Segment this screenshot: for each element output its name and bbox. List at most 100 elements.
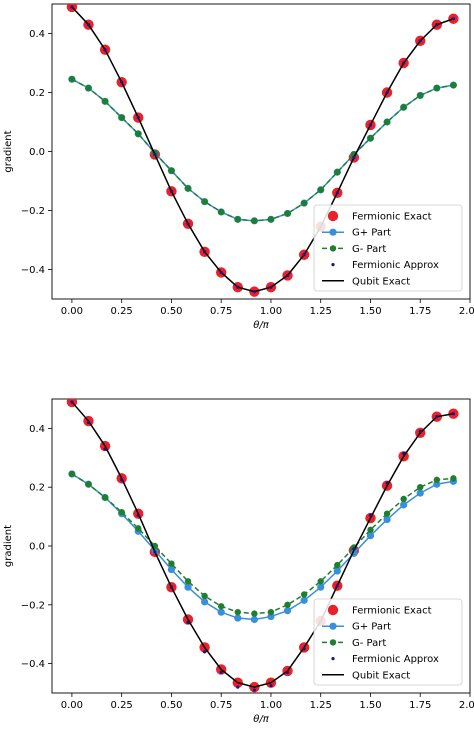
series-fermionic-approx (70, 5, 456, 294)
legend-entry: G+ Part (322, 228, 391, 239)
data-point (433, 476, 441, 484)
data-point (234, 608, 241, 616)
data-point (352, 547, 356, 551)
chart-panel-2: 0.00 0.25 0.50 0.75 1.00 1.25 1.50 1.75 2.00 −0.4… (3, 398, 474, 725)
y-tick-label: 0.0 (29, 542, 45, 553)
data-point (333, 567, 341, 575)
data-point (400, 104, 407, 111)
data-point (251, 610, 258, 617)
data-point (368, 123, 373, 127)
x-tick-label: 0.00 (61, 700, 83, 711)
data-point (450, 475, 457, 482)
data-point (86, 23, 91, 27)
legend-marker (327, 604, 339, 616)
legend-entry: Fermionic Approx (331, 260, 439, 271)
data-point (383, 510, 391, 517)
y-tick-label: −0.4 (21, 265, 45, 276)
data-point (236, 285, 240, 289)
legend-label: G- Part (352, 244, 386, 255)
data-point (300, 199, 308, 207)
data-point (167, 565, 176, 574)
data-point (435, 415, 439, 419)
data-point (302, 253, 306, 257)
series-line (71, 473, 454, 615)
data-point (68, 76, 76, 83)
legend-entry: Fermionic Exact (327, 604, 432, 617)
data-point (120, 478, 124, 482)
series-fermionic-approx (70, 400, 456, 692)
data-point (302, 647, 306, 651)
data-point (135, 525, 142, 532)
data-point (201, 598, 209, 606)
legend-marker (331, 657, 335, 661)
legend-label: G+ Part (352, 228, 391, 239)
data-point (451, 17, 456, 21)
data-point (135, 130, 142, 137)
data-point (367, 135, 374, 142)
legend-marker (329, 639, 337, 646)
legend-entry: G- Part (322, 244, 386, 255)
x-tick-label: 0.50 (160, 306, 182, 317)
data-point (269, 285, 273, 289)
x-tick-label: 0.00 (61, 306, 83, 317)
series-line (71, 401, 454, 688)
data-point (368, 513, 373, 517)
series-g-part (68, 76, 457, 225)
legend: Fermionic Exact G+ Part G- Part Fermionic A… (313, 204, 463, 292)
data-point (334, 168, 341, 176)
data-point (402, 61, 406, 65)
data-point (385, 90, 389, 95)
legend-box (313, 204, 463, 292)
legend-marker (329, 228, 337, 236)
data-point (416, 489, 424, 497)
data-point (217, 208, 225, 216)
legend-marker (329, 245, 337, 252)
data-point (101, 98, 109, 105)
data-point (317, 186, 324, 194)
data-point (168, 167, 175, 174)
data-point (85, 481, 92, 488)
data-point (402, 451, 406, 455)
data-point (284, 601, 291, 608)
data-point (68, 470, 76, 478)
data-point (284, 210, 291, 217)
data-point (334, 561, 341, 569)
y-axis-label: gradient (3, 525, 14, 567)
legend-marker (329, 622, 337, 630)
data-point (400, 501, 408, 509)
legend-label: Fermionic Exact (352, 212, 432, 223)
data-point (136, 115, 140, 120)
legend-entry: G+ Part (322, 622, 391, 633)
data-point (86, 420, 91, 425)
data-point (234, 614, 242, 622)
legend-entry: Qubit Exact (322, 670, 410, 681)
data-point (433, 84, 441, 92)
data-point (366, 532, 375, 540)
data-point (184, 583, 192, 591)
data-point (70, 5, 74, 9)
y-tick-label: 0.4 (29, 29, 45, 40)
x-tick-label: 1.25 (310, 700, 332, 711)
x-tick-label: 0.75 (210, 306, 232, 317)
data-point (169, 585, 174, 589)
data-point (101, 494, 109, 501)
y-tick-label: 0.4 (29, 424, 45, 435)
legend-label: Qubit Exact (352, 276, 410, 287)
series-g-part (68, 470, 457, 617)
data-point (184, 578, 192, 585)
legend-entry: Fermionic Approx (331, 654, 439, 665)
data-point (267, 216, 275, 223)
y-axis-label: gradient (3, 130, 14, 172)
data-point (201, 198, 208, 205)
data-point (217, 603, 225, 610)
data-point (103, 48, 107, 52)
y-tick-label: −0.4 (21, 659, 45, 670)
data-point (335, 584, 339, 588)
data-point (383, 515, 391, 524)
data-point (435, 23, 439, 27)
x-tick-label: 1.00 (260, 700, 282, 711)
legend-marker (331, 263, 335, 267)
data-point (367, 526, 374, 534)
data-point (186, 222, 190, 226)
